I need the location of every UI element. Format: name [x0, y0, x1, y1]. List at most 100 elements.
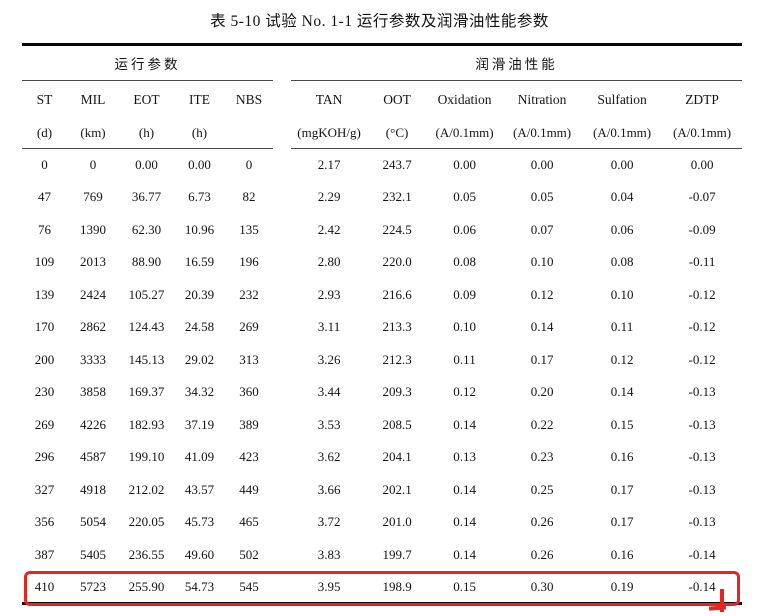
table-cell: 3.53: [317, 416, 341, 432]
table-cell: 0.05: [453, 189, 476, 205]
table-cell: 0.20: [530, 384, 554, 400]
table-row-highlighted: 410 5723 255.90 54.73 545 3.95 198.9 0.15 0.30 0.…: [22, 571, 742, 604]
column-gap: [273, 45, 291, 81]
annotation-stroke-horizontal: [708, 605, 727, 611]
table-cell: -0.07: [688, 189, 716, 205]
table-cell: -0.14: [688, 546, 716, 562]
group-header-row: 运行参数 润滑油性能: [22, 44, 743, 81]
table-cell: 0.00: [610, 157, 634, 172]
column-unit-st: (d): [22, 118, 67, 149]
table-cell: 3.62: [317, 449, 341, 465]
table-cell: 313: [239, 351, 259, 367]
table-cell: 423: [239, 449, 259, 465]
table-cell: 2862: [80, 319, 106, 335]
table-cell: 0.13: [453, 449, 476, 465]
table-cell: 0: [89, 157, 97, 172]
table-cell: 3.11: [317, 319, 341, 335]
table-cell: 0.10: [610, 286, 634, 302]
table-cell: 0.12: [530, 286, 554, 302]
table-cell: 3.83: [317, 546, 341, 562]
table-cell: 4587: [80, 449, 106, 465]
column-gap: [273, 474, 291, 507]
column-unit-sulfation: (A/0.1mm): [582, 118, 663, 149]
table-cell: 76: [38, 221, 51, 237]
group-header-oil-performance: 润滑油性能: [291, 44, 743, 81]
column-name-row: ST MIL EOT ITE NBS TAN OOT Oxidation Nitration Su…: [22, 81, 742, 119]
table-cell: 0.16: [610, 546, 634, 562]
table-cell: 0: [245, 157, 253, 172]
table-cell: 269: [239, 319, 259, 335]
column-unit-row: (d) (km) (h) (h) (mgKOH/g) (°C) (A/0.1mm) (A/0.…: [22, 118, 743, 149]
table-cell: 360: [239, 384, 259, 400]
table-cell: 0.14: [453, 514, 476, 530]
table-cell: 199.10: [128, 449, 165, 465]
table-cell: 24.58: [184, 319, 215, 335]
table-cell: 243.7: [382, 157, 412, 172]
table-cell: 0.00: [135, 157, 158, 172]
column-unit-oxidation: (A/0.1mm): [427, 118, 503, 149]
column-gap: [273, 214, 291, 247]
table-cell: 3333: [80, 351, 106, 367]
table-cell: 1390: [80, 221, 106, 237]
table-cell: 82: [242, 189, 256, 205]
table-cell: 3.66: [317, 481, 341, 497]
table-cell: 0.15: [453, 578, 476, 594]
table-cell: 327: [34, 481, 55, 497]
table-cell: 139: [34, 286, 55, 302]
table-cell: 2013: [80, 254, 106, 270]
table-cell: 220.0: [382, 254, 412, 270]
table-cell: -0.13: [688, 514, 716, 530]
table-cell: 224.5: [382, 221, 412, 237]
data-table: 运行参数 润滑油性能 ST MIL EOT ITE NBS TAN OOT Oxidation…: [22, 43, 743, 605]
table-row: 327 4918 212.02 43.57 449 3.66 202.1 0.14 0.25 0.…: [22, 474, 742, 507]
column-gap: [273, 571, 291, 604]
table-cell: 0.07: [530, 221, 554, 237]
table-cell: 232: [239, 286, 259, 302]
table-cell: 0.05: [530, 189, 554, 205]
table-cell: 0.12: [453, 384, 476, 400]
table-cell: 0.17: [610, 514, 634, 530]
table-cell: 41.09: [184, 449, 215, 465]
table-cell: 389: [239, 416, 259, 432]
column-gap: [273, 506, 291, 539]
table-row: 296 4587 199.10 41.09 423 3.62 204.1 0.13 0.23 0.…: [22, 441, 742, 474]
table-cell: 199.7: [382, 546, 412, 562]
table-cell: 0.25: [530, 481, 554, 497]
table-cell: -0.09: [688, 221, 716, 237]
table-cell: 2.93: [317, 286, 341, 302]
table-body: 0 0 0.00 0.00 0 2.17 243.7 0.00 0.00 0.00 0.00 47 76…: [22, 149, 742, 604]
table-cell: 387: [34, 546, 55, 562]
table-cell: 204.1: [382, 449, 412, 465]
table-cell: 212.02: [128, 481, 165, 497]
table-cell: -0.13: [688, 384, 716, 400]
table-row: 200 3333 145.13 29.02 313 3.26 212.3 0.11 0.17 0.…: [22, 344, 742, 377]
table-cell: 3858: [80, 384, 106, 400]
table-cell: 0.11: [453, 351, 476, 367]
table-cell: 356: [34, 514, 55, 530]
column-header-sulfation: Sulfation: [597, 91, 647, 107]
column-gap: [273, 376, 291, 409]
column-gap: [273, 441, 291, 474]
table-cell: 4918: [80, 481, 106, 497]
table-cell: 0.08: [453, 254, 476, 270]
table-cell: 0.15: [610, 416, 634, 432]
table-cell: 196: [239, 254, 259, 270]
column-unit-eot: (h): [119, 118, 174, 149]
table-cell: 49.60: [184, 546, 215, 562]
table-cell: -0.13: [688, 416, 716, 432]
table-cell: 232.1: [382, 189, 412, 205]
column-header-tan: TAN: [315, 91, 343, 107]
table-cell: 10.96: [184, 221, 215, 237]
table-row: 139 2424 105.27 20.39 232 2.93 216.6 0.09 0.12 0.…: [22, 279, 742, 312]
table-cell: 0.09: [453, 286, 476, 302]
table-cell: 0.16: [610, 449, 634, 465]
table-row: 109 2013 88.90 16.59 196 2.80 220.0 0.08 0.10 0.0…: [22, 246, 742, 279]
table-cell: 213.3: [382, 319, 412, 335]
table-cell: 62.30: [131, 221, 162, 237]
column-header-st: ST: [36, 91, 53, 107]
table-cell: 105.27: [128, 286, 165, 302]
table-cell: 45.73: [184, 514, 215, 530]
table-cell: 0.14: [453, 416, 476, 432]
table-cell: 208.5: [382, 416, 412, 432]
column-gap: [273, 246, 291, 279]
